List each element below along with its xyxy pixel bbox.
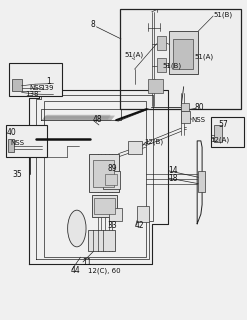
Text: 35: 35 [13,170,22,179]
Text: 12(C), 60: 12(C), 60 [88,267,121,274]
Bar [173,39,193,69]
Text: 11: 11 [82,258,91,267]
Text: 12(B): 12(B) [144,138,164,145]
Text: 139: 139 [40,85,54,91]
Text: NSS: NSS [10,140,24,146]
Bar [6,125,47,157]
Bar [148,79,163,93]
Text: 12(A): 12(A) [211,137,230,143]
Text: 18: 18 [168,174,177,183]
Bar [93,160,114,187]
Bar [157,36,166,50]
Bar [105,174,117,186]
Bar [8,139,14,152]
Bar [9,63,62,96]
Bar [120,9,241,109]
Bar [92,195,117,217]
Text: 8: 8 [90,20,95,29]
Bar [89,154,119,192]
Bar [181,103,189,111]
Text: 1: 1 [46,77,51,86]
Bar [12,79,21,92]
Bar [169,31,198,74]
Text: NSS: NSS [191,116,205,123]
Bar [137,206,149,222]
Bar [88,230,115,251]
Text: 42: 42 [135,221,144,230]
Text: 89: 89 [107,164,117,173]
Bar [94,198,115,214]
Bar [198,171,205,192]
Bar [181,111,190,123]
Text: 80: 80 [195,103,204,112]
Text: 14: 14 [168,166,177,175]
Text: 51(B): 51(B) [213,12,232,18]
Bar [109,208,122,220]
Text: 40: 40 [7,128,17,137]
Bar [103,171,120,189]
Text: 44: 44 [71,266,81,275]
Bar [157,58,166,72]
Bar [211,117,244,147]
Bar [214,125,223,142]
Bar [44,101,145,257]
Text: 51(A): 51(A) [125,52,144,58]
Text: 33: 33 [107,221,117,230]
Text: NSS: NSS [29,85,43,91]
Text: 138: 138 [25,92,39,97]
Text: 51(A): 51(A) [195,53,214,60]
Text: 57: 57 [218,120,228,129]
Ellipse shape [68,210,86,247]
Text: 51(B): 51(B) [163,63,182,69]
Bar [128,141,142,154]
Text: 48: 48 [93,115,103,124]
